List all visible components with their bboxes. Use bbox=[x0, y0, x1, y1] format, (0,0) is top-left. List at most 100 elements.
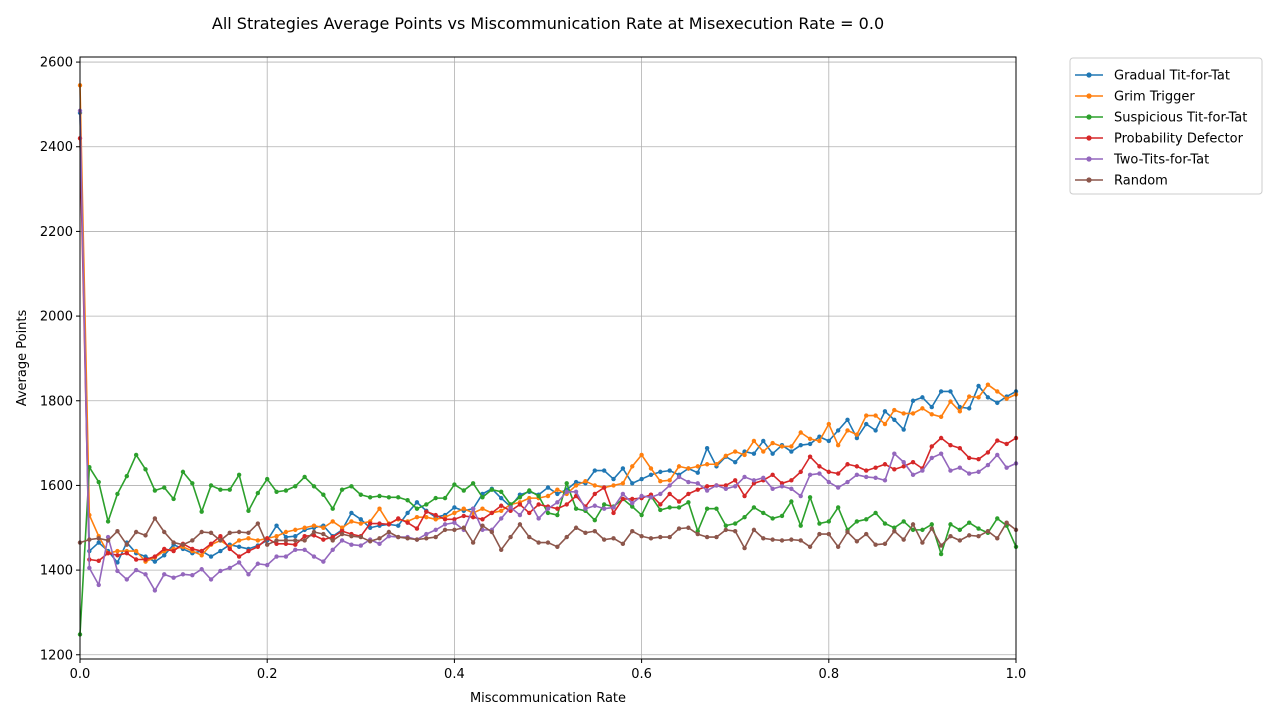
data-point-probability-defector bbox=[555, 506, 560, 511]
y-tick-label: 2000 bbox=[40, 310, 73, 325]
data-point-probability-defector bbox=[115, 553, 120, 558]
legend-swatch-marker bbox=[1086, 177, 1092, 183]
data-point-suspicious-tit-for-tat bbox=[733, 521, 738, 526]
data-point-random bbox=[499, 547, 504, 552]
data-point-two-tits-for-tat bbox=[770, 486, 775, 492]
legend-label: Grim Trigger bbox=[1114, 90, 1195, 105]
data-point-suspicious-tit-for-tat bbox=[227, 487, 232, 492]
legend-item-probability-defector: Probability Defector bbox=[1075, 132, 1244, 147]
data-point-random bbox=[339, 531, 345, 537]
data-point-grim-trigger bbox=[976, 395, 981, 400]
data-point-random bbox=[536, 540, 541, 545]
data-point-suspicious-tit-for-tat bbox=[789, 499, 794, 504]
data-point-gradual-tit-for-tat bbox=[452, 505, 457, 510]
series-grim-trigger bbox=[77, 83, 1019, 564]
data-point-suspicious-tit-for-tat bbox=[555, 512, 560, 518]
data-point-suspicious-tit-for-tat bbox=[873, 510, 878, 516]
data-point-random bbox=[817, 531, 822, 537]
data-point-probability-defector bbox=[461, 513, 466, 519]
data-point-random bbox=[873, 542, 878, 547]
data-point-two-tits-for-tat bbox=[274, 554, 279, 559]
data-point-probability-defector bbox=[723, 483, 729, 488]
data-point-random bbox=[985, 528, 991, 534]
data-point-probability-defector bbox=[995, 438, 1000, 443]
data-point-two-tits-for-tat bbox=[733, 484, 738, 489]
y-tick-label: 2600 bbox=[40, 56, 73, 71]
data-point-two-tits-for-tat bbox=[929, 455, 934, 461]
data-point-random bbox=[452, 527, 457, 533]
data-point-two-tits-for-tat bbox=[667, 483, 672, 488]
data-point-two-tits-for-tat bbox=[190, 572, 195, 578]
data-point-grim-trigger bbox=[667, 478, 672, 483]
data-point-grim-trigger bbox=[967, 394, 972, 399]
data-point-two-tits-for-tat bbox=[442, 522, 448, 527]
data-point-random bbox=[480, 523, 485, 528]
data-point-suspicious-tit-for-tat bbox=[349, 484, 354, 489]
data-point-suspicious-tit-for-tat bbox=[892, 525, 897, 530]
data-point-two-tits-for-tat bbox=[798, 493, 803, 499]
data-point-random bbox=[489, 529, 495, 535]
data-point-grim-trigger bbox=[938, 414, 944, 420]
data-point-probability-defector bbox=[704, 484, 710, 489]
y-axis: 1200 1400 1600 1800 2000 2200 2400 2600 bbox=[40, 56, 80, 663]
data-point-gradual-tit-for-tat bbox=[938, 389, 944, 394]
data-point-suspicious-tit-for-tat bbox=[938, 551, 944, 557]
data-point-gradual-tit-for-tat bbox=[293, 534, 298, 539]
data-point-two-tits-for-tat bbox=[527, 499, 532, 504]
data-point-two-tits-for-tat bbox=[957, 465, 963, 470]
data-point-random bbox=[704, 534, 710, 540]
data-point-two-tits-for-tat bbox=[864, 474, 869, 480]
data-point-probability-defector bbox=[236, 554, 242, 559]
grid-lines bbox=[79, 57, 1017, 659]
data-point-suspicious-tit-for-tat bbox=[358, 492, 363, 497]
data-point-random bbox=[293, 538, 298, 543]
data-point-suspicious-tit-for-tat bbox=[311, 484, 317, 489]
data-point-random bbox=[330, 538, 335, 543]
legend-label: Random bbox=[1114, 174, 1168, 189]
data-point-two-tits-for-tat bbox=[283, 554, 289, 559]
data-point-suspicious-tit-for-tat bbox=[658, 507, 663, 513]
data-point-suspicious-tit-for-tat bbox=[742, 514, 747, 520]
data-point-random bbox=[358, 534, 363, 540]
legend-swatch-marker bbox=[1086, 72, 1092, 78]
data-point-gradual-tit-for-tat bbox=[835, 428, 841, 433]
data-point-grim-trigger bbox=[957, 409, 963, 414]
data-point-two-tits-for-tat bbox=[227, 565, 232, 571]
data-point-probability-defector bbox=[667, 491, 672, 497]
data-point-gradual-tit-for-tat bbox=[208, 554, 214, 559]
data-point-random bbox=[555, 544, 560, 550]
data-point-probability-defector bbox=[835, 471, 841, 476]
data-point-probability-defector bbox=[620, 496, 626, 502]
data-point-suspicious-tit-for-tat bbox=[882, 521, 888, 526]
series-suspicious-tit-for-tat bbox=[77, 452, 1019, 637]
data-point-random bbox=[396, 534, 401, 540]
data-point-random bbox=[798, 538, 803, 543]
data-point-suspicious-tit-for-tat bbox=[480, 495, 485, 500]
data-point-suspicious-tit-for-tat bbox=[835, 505, 841, 510]
data-point-suspicious-tit-for-tat bbox=[667, 505, 672, 510]
data-point-suspicious-tit-for-tat bbox=[761, 510, 766, 516]
data-point-probability-defector bbox=[321, 537, 326, 542]
data-point-gradual-tit-for-tat bbox=[892, 417, 897, 423]
data-point-grim-trigger bbox=[499, 508, 504, 514]
data-point-suspicious-tit-for-tat bbox=[751, 505, 757, 510]
data-point-grim-trigger bbox=[658, 478, 663, 484]
data-point-two-tits-for-tat bbox=[386, 534, 392, 539]
data-point-suspicious-tit-for-tat bbox=[779, 513, 785, 519]
data-point-probability-defector bbox=[227, 546, 232, 552]
data-point-random bbox=[1004, 520, 1009, 525]
data-point-suspicious-tit-for-tat bbox=[770, 516, 775, 521]
data-point-suspicious-tit-for-tat bbox=[414, 506, 420, 511]
data-point-random bbox=[349, 534, 354, 539]
data-point-two-tits-for-tat bbox=[639, 493, 644, 499]
data-point-random bbox=[367, 539, 373, 544]
legend-swatch-marker bbox=[1086, 135, 1092, 141]
data-point-two-tits-for-tat bbox=[714, 483, 719, 488]
data-point-random bbox=[564, 534, 569, 540]
data-point-gradual-tit-for-tat bbox=[798, 443, 803, 448]
data-point-gradual-tit-for-tat bbox=[667, 468, 672, 473]
data-point-two-tits-for-tat bbox=[152, 588, 158, 593]
data-point-suspicious-tit-for-tat bbox=[143, 467, 148, 472]
data-point-two-tits-for-tat bbox=[583, 506, 588, 511]
data-point-random bbox=[723, 527, 729, 533]
